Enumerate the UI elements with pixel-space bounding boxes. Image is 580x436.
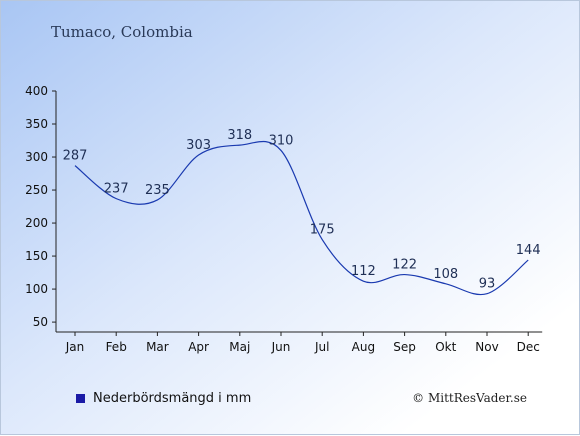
data-label: 144 — [516, 243, 541, 258]
y-tick-label: 350 — [25, 117, 48, 131]
x-tick-label: Jan — [65, 340, 85, 354]
data-label: 318 — [227, 128, 252, 143]
data-label: 310 — [269, 133, 294, 148]
x-tick-label: Dec — [517, 340, 540, 354]
x-tick-label: Okt — [435, 340, 456, 354]
data-label: 108 — [433, 267, 458, 282]
data-label: 175 — [310, 223, 335, 238]
data-label: 112 — [351, 264, 376, 279]
x-tick-label: Apr — [188, 340, 209, 354]
y-tick-label: 400 — [25, 84, 48, 98]
credit-text: © MittResVader.se — [412, 391, 527, 405]
x-tick-label: Sep — [393, 340, 416, 354]
legend-swatch — [76, 394, 85, 403]
y-tick-label: 200 — [25, 216, 48, 230]
y-tick-label: 100 — [25, 282, 48, 296]
data-label: 287 — [63, 149, 88, 164]
data-label: 303 — [186, 138, 211, 153]
y-tick-label: 300 — [25, 150, 48, 164]
x-tick-label: Feb — [106, 340, 127, 354]
x-tick-label: Nov — [475, 340, 498, 354]
x-tick-label: Maj — [229, 340, 250, 354]
legend: Nederbördsmängd i mm — [76, 391, 251, 406]
data-label: 235 — [145, 183, 170, 198]
data-label: 237 — [104, 182, 129, 197]
y-tick-label: 250 — [25, 183, 48, 197]
x-tick-label: Jul — [314, 340, 329, 354]
x-tick-label: Jun — [271, 340, 291, 354]
x-tick-label: Aug — [352, 340, 375, 354]
y-tick-label: 150 — [25, 249, 48, 263]
data-label: 122 — [392, 258, 417, 273]
y-tick-label: 50 — [33, 315, 48, 329]
x-tick-label: Mar — [146, 340, 169, 354]
chart-location-title: Tumaco, Colombia — [51, 23, 193, 41]
series-line — [74, 140, 529, 296]
legend-label: Nederbördsmängd i mm — [93, 391, 252, 406]
data-label: 93 — [479, 277, 496, 292]
